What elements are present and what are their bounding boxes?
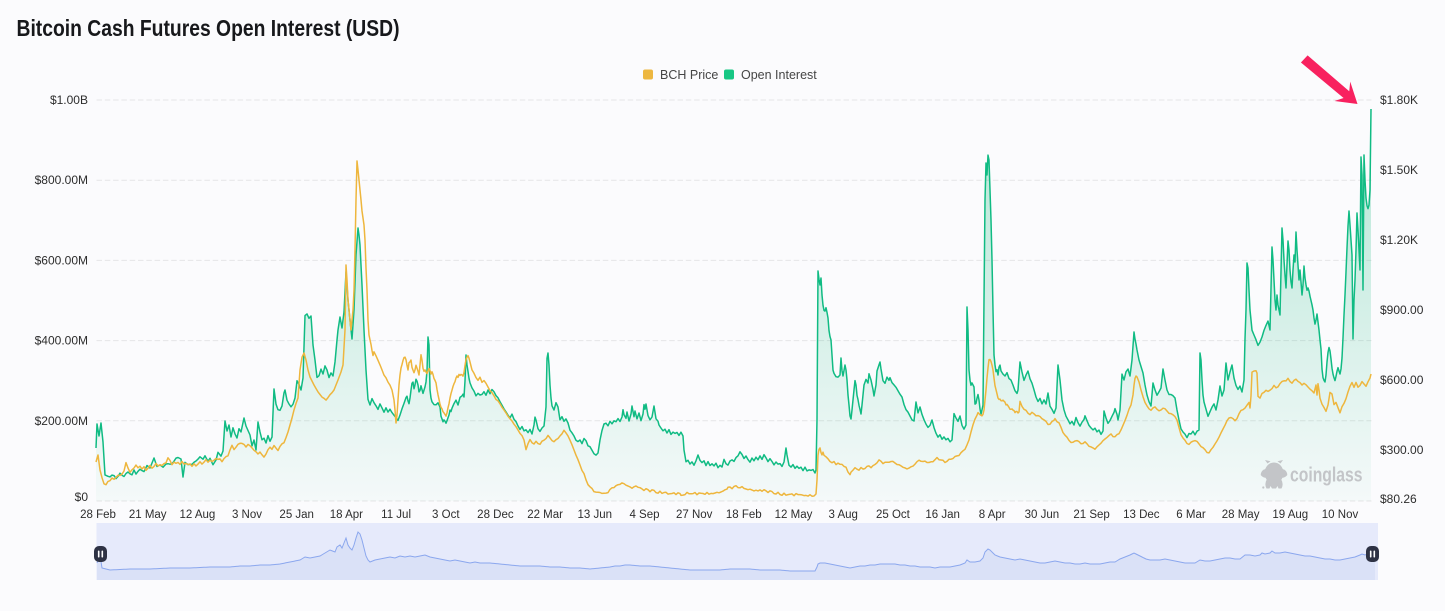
svg-text:28 Feb: 28 Feb bbox=[80, 509, 116, 521]
svg-text:3 Nov: 3 Nov bbox=[232, 509, 262, 521]
svg-text:30 Jun: 30 Jun bbox=[1025, 509, 1060, 521]
svg-text:$80.26: $80.26 bbox=[1380, 492, 1417, 506]
svg-text:$1.80K: $1.80K bbox=[1380, 93, 1418, 107]
svg-text:22 Mar: 22 Mar bbox=[527, 509, 563, 521]
svg-text:3 Oct: 3 Oct bbox=[432, 509, 460, 521]
svg-text:18 Apr: 18 Apr bbox=[330, 509, 363, 521]
svg-text:6 Mar: 6 Mar bbox=[1176, 509, 1206, 521]
svg-text:$200.00M: $200.00M bbox=[35, 414, 88, 428]
svg-text:8 Apr: 8 Apr bbox=[979, 509, 1006, 521]
svg-text:21 Sep: 21 Sep bbox=[1073, 509, 1109, 521]
svg-text:13 Dec: 13 Dec bbox=[1123, 509, 1160, 521]
svg-text:3 Aug: 3 Aug bbox=[828, 509, 857, 521]
svg-text:$0: $0 bbox=[75, 490, 89, 504]
svg-text:$1.20K: $1.20K bbox=[1380, 233, 1418, 247]
svg-text:$300.00: $300.00 bbox=[1380, 443, 1424, 457]
svg-text:$900.00: $900.00 bbox=[1380, 303, 1424, 317]
svg-text:coinglass: coinglass bbox=[1290, 465, 1363, 487]
svg-text:$600.00M: $600.00M bbox=[35, 253, 88, 267]
svg-text:10 Nov: 10 Nov bbox=[1322, 509, 1359, 521]
svg-text:Open Interest: Open Interest bbox=[741, 68, 817, 82]
svg-text:21 May: 21 May bbox=[129, 509, 167, 521]
svg-text:27 Nov: 27 Nov bbox=[676, 509, 713, 521]
svg-text:4 Sep: 4 Sep bbox=[629, 509, 659, 521]
svg-text:11 Jul: 11 Jul bbox=[381, 509, 411, 521]
svg-text:BCH Price: BCH Price bbox=[660, 68, 718, 82]
svg-text:13 Jun: 13 Jun bbox=[578, 509, 613, 521]
svg-text:Bitcoin Cash Futures Open Inte: Bitcoin Cash Futures Open Interest (USD) bbox=[17, 15, 400, 41]
svg-text:$1.50K: $1.50K bbox=[1380, 163, 1418, 177]
svg-text:$400.00M: $400.00M bbox=[35, 334, 88, 348]
svg-text:16 Jan: 16 Jan bbox=[925, 509, 960, 521]
svg-text:12 Aug: 12 Aug bbox=[179, 509, 215, 521]
svg-text:28 May: 28 May bbox=[1222, 509, 1260, 521]
svg-text:$800.00M: $800.00M bbox=[35, 173, 88, 187]
svg-text:$600.00: $600.00 bbox=[1380, 373, 1424, 387]
svg-text:25 Jan: 25 Jan bbox=[279, 509, 314, 521]
svg-text:18 Feb: 18 Feb bbox=[726, 509, 762, 521]
svg-text:12 May: 12 May bbox=[775, 509, 813, 521]
svg-text:28 Dec: 28 Dec bbox=[477, 509, 514, 521]
svg-text:$1.00B: $1.00B bbox=[50, 93, 88, 107]
svg-text:25 Oct: 25 Oct bbox=[876, 509, 911, 521]
svg-text:19 Aug: 19 Aug bbox=[1272, 509, 1308, 521]
